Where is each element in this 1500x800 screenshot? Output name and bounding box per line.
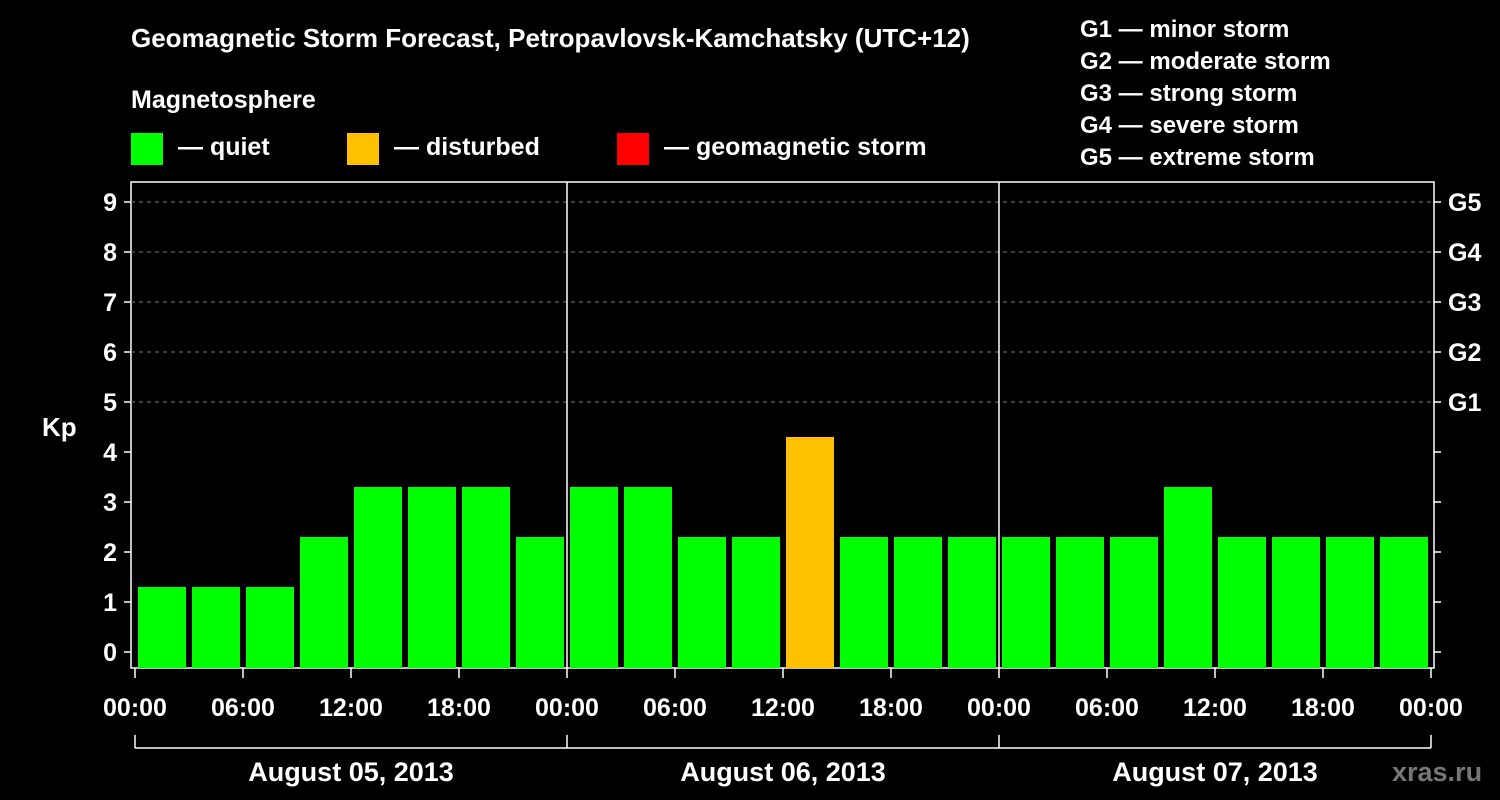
x-tick-label-1: 06:00	[211, 694, 275, 722]
x-tick-label-11: 18:00	[1291, 694, 1355, 722]
storm-scale-g4: G4 — severe storm	[1080, 112, 1299, 139]
legend-swatch-storm	[617, 133, 649, 165]
bar-0	[138, 587, 186, 668]
g-level-label-g3: G3	[1448, 289, 1481, 317]
storm-scale-g5: G5 — extreme storm	[1080, 144, 1315, 171]
bar-3	[300, 537, 348, 668]
bar-12	[786, 437, 834, 668]
legend-heading: Magnetosphere	[131, 86, 316, 114]
x-tick-label-12: 00:00	[1399, 694, 1463, 722]
y-tick-label-3: 3	[103, 489, 117, 517]
day-label-1: August 06, 2013	[680, 757, 886, 787]
watermark: xras.ru	[1392, 757, 1483, 787]
legend-label-quiet: — quiet	[178, 133, 270, 161]
legend-label-storm: — geomagnetic storm	[664, 133, 927, 161]
bar-7	[516, 537, 564, 668]
y-tick-label-5: 5	[103, 389, 117, 417]
y-tick-label-7: 7	[103, 289, 117, 317]
x-tick-label-3: 18:00	[427, 694, 491, 722]
bar-15	[948, 537, 996, 668]
x-tick-label-4: 00:00	[535, 694, 599, 722]
bar-19	[1164, 487, 1212, 668]
bar-8	[570, 487, 618, 668]
x-tick-label-7: 18:00	[859, 694, 923, 722]
y-tick-label-0: 0	[103, 639, 117, 667]
bar-14	[894, 537, 942, 668]
y-tick-label-1: 1	[103, 589, 117, 617]
legend-label-disturbed: — disturbed	[394, 133, 540, 161]
legend-swatch-quiet	[131, 133, 163, 165]
day-label-0: August 05, 2013	[248, 757, 454, 787]
g-level-label-g4: G4	[1448, 239, 1481, 267]
y-tick-label-9: 9	[103, 189, 117, 217]
x-tick-label-10: 12:00	[1183, 694, 1247, 722]
bar-17	[1056, 537, 1104, 668]
bar-2	[246, 587, 294, 668]
y-tick-label-2: 2	[103, 539, 117, 567]
y-tick-label-4: 4	[103, 439, 117, 467]
bar-11	[732, 537, 780, 668]
y-tick-label-6: 6	[103, 339, 117, 367]
storm-scale-g2: G2 — moderate storm	[1080, 48, 1331, 75]
g-level-label-g2: G2	[1448, 339, 1481, 367]
y-tick-label-8: 8	[103, 239, 117, 267]
bar-5	[408, 487, 456, 668]
bar-20	[1218, 537, 1266, 668]
bar-6	[462, 487, 510, 668]
y-axis-label: Kp	[42, 412, 77, 442]
storm-scale-g3: G3 — strong storm	[1080, 80, 1298, 107]
storm-scale-legend: G1 — minor storm G2 — moderate storm G3 …	[1080, 14, 1331, 174]
chart-title: Geomagnetic Storm Forecast, Petropavlovs…	[131, 23, 970, 53]
bar-18	[1110, 537, 1158, 668]
x-tick-label-6: 12:00	[751, 694, 815, 722]
bar-9	[624, 487, 672, 668]
bar-16	[1002, 537, 1050, 668]
bar-4	[354, 487, 402, 668]
bar-13	[840, 537, 888, 668]
legend-swatch-disturbed	[347, 133, 379, 165]
g-level-label-g5: G5	[1448, 189, 1481, 217]
bar-10	[678, 537, 726, 668]
day-label-2: August 07, 2013	[1112, 757, 1318, 787]
x-tick-label-2: 12:00	[319, 694, 383, 722]
x-tick-label-0: 00:00	[103, 694, 167, 722]
x-tick-label-8: 00:00	[967, 694, 1031, 722]
x-tick-label-9: 06:00	[1075, 694, 1139, 722]
bar-23	[1380, 537, 1428, 668]
storm-scale-g1: G1 — minor storm	[1080, 16, 1290, 43]
bar-22	[1326, 537, 1374, 668]
x-tick-label-5: 06:00	[643, 694, 707, 722]
bar-21	[1272, 537, 1320, 668]
bar-1	[192, 587, 240, 668]
g-level-label-g1: G1	[1448, 389, 1481, 417]
